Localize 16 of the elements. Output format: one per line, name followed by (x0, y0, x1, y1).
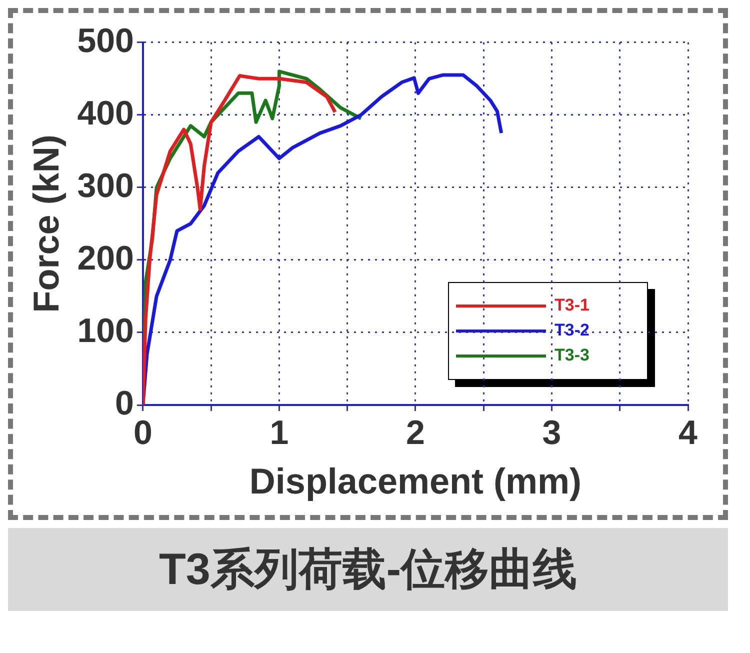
y-tick-label: 400 (77, 94, 134, 132)
x-tick-label: 4 (678, 414, 698, 452)
y-tick-label: 300 (77, 166, 134, 205)
x-tick-label: 2 (406, 414, 425, 452)
text: T3-3 (554, 346, 590, 365)
text: T3-2 (554, 320, 590, 340)
x-axis-title: Displacement (mm) (249, 460, 582, 502)
y-tick-label: 0 (115, 384, 134, 422)
y-tick-label: 100 (77, 312, 134, 350)
y-axis-title: Force (kN) (26, 134, 67, 313)
y-tick-label: 500 (77, 22, 134, 60)
y-tick-label: 200 (77, 239, 134, 278)
text: T3系列荷载-位移曲线 (8, 528, 728, 611)
x-tick-label: 3 (542, 414, 562, 452)
x-tick-label: 1 (270, 414, 289, 452)
text: T3-1 (554, 296, 590, 315)
